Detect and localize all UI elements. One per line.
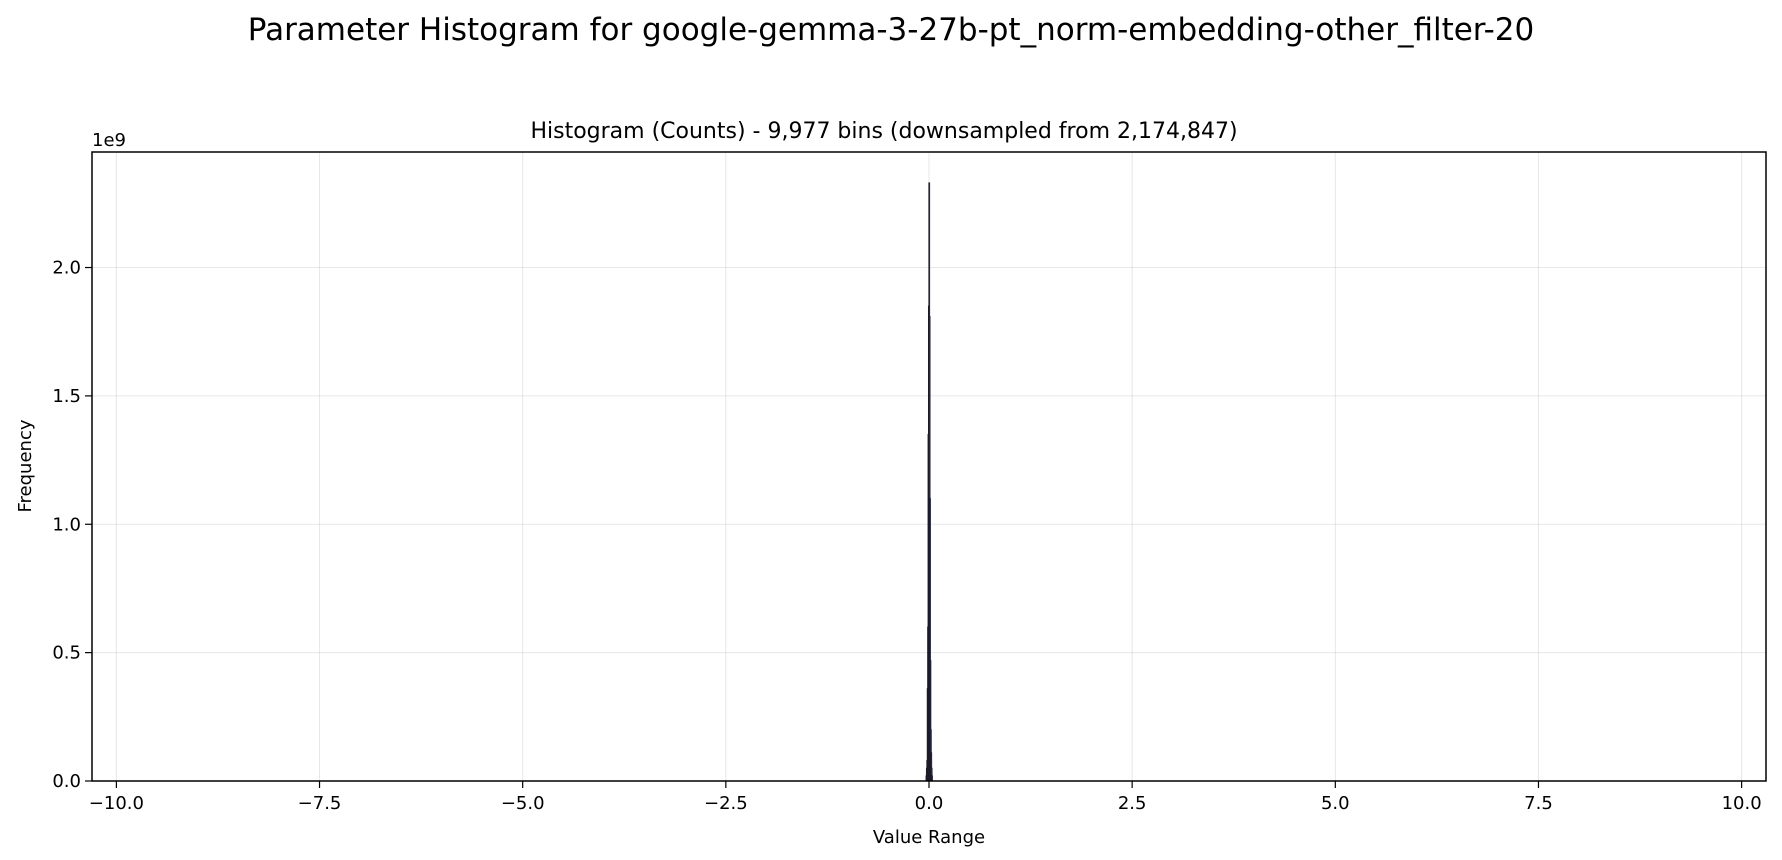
x-axis-ticks: −10.0 −7.5 −5.0 −2.5 0.0 2.5 5.0 7.5 10.0 bbox=[89, 781, 1762, 814]
x-tick-label: −5.0 bbox=[501, 793, 545, 814]
y-tick-label: 1.0 bbox=[52, 514, 81, 535]
y-tick-label: 1.5 bbox=[52, 386, 81, 407]
x-tick-label: 10.0 bbox=[1722, 793, 1762, 814]
y-offset-label: 1e9 bbox=[92, 130, 126, 151]
x-tick-label: −7.5 bbox=[298, 793, 342, 814]
histogram-bars bbox=[925, 182, 933, 782]
x-tick-label: −10.0 bbox=[89, 793, 144, 814]
y-axis-ticks: 0.0 0.5 1.0 1.5 2.0 bbox=[52, 258, 92, 792]
histogram-bar bbox=[931, 775, 933, 782]
y-tick-label: 0.5 bbox=[52, 643, 81, 664]
y-tick-label: 0.0 bbox=[52, 771, 81, 792]
axes-title: Histogram (Counts) - 9,977 bins (downsam… bbox=[530, 119, 1237, 144]
x-tick-label: 7.5 bbox=[1524, 793, 1553, 814]
x-tick-label: −2.5 bbox=[704, 793, 748, 814]
x-axis-label: Value Range bbox=[873, 827, 985, 848]
x-tick-label: 0.0 bbox=[915, 793, 944, 814]
figure-title: Parameter Histogram for google-gemma-3-2… bbox=[248, 12, 1534, 48]
x-tick-label: 2.5 bbox=[1118, 793, 1147, 814]
x-tick-label: 5.0 bbox=[1321, 793, 1350, 814]
y-tick-label: 2.0 bbox=[52, 258, 81, 279]
y-axis-label: Frequency bbox=[15, 419, 36, 512]
